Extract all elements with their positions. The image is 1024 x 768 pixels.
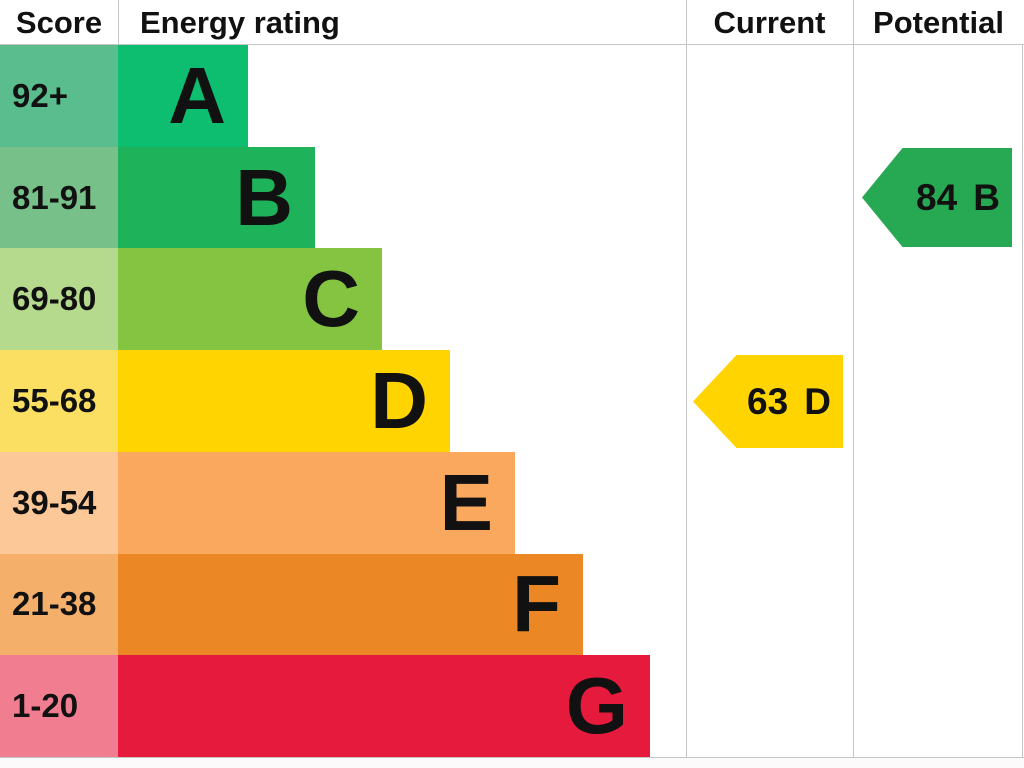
score-range-label: 69-80: [12, 280, 97, 318]
divider-right-edge: [1022, 45, 1023, 757]
band-letter: D: [370, 356, 428, 446]
band-letter: E: [439, 457, 493, 547]
score-range-label: 81-91: [12, 178, 97, 216]
potential-rating-text: 84 B: [904, 148, 1012, 247]
band-letter: G: [565, 661, 628, 751]
band-row-f: 21-38 F: [0, 553, 1024, 656]
band-rows: 92+ A 81-91 B 69-80 C 55-68 D 39-54 E 21…: [0, 45, 1024, 758]
band-row-b: 81-91 B: [0, 146, 1024, 249]
band-row-g: 1-20 G: [0, 655, 1024, 758]
divider-score-rating: [118, 0, 119, 45]
score-range-label: 1-20: [12, 687, 79, 725]
current-rating-value: 63: [747, 381, 789, 422]
band-letter: C: [302, 254, 360, 344]
score-range-label: 21-38: [12, 585, 97, 623]
score-range-g: 1-20: [0, 655, 118, 758]
divider-current-potential: [853, 0, 854, 757]
current-rating-band: D: [804, 381, 831, 422]
chart-bottom-border: [0, 757, 1024, 768]
divider-rating-current: [686, 0, 687, 757]
score-range-d: 55-68: [0, 350, 118, 452]
score-range-f: 21-38: [0, 553, 118, 656]
chart-header: Score Energy rating Current Potential: [0, 0, 1024, 45]
score-range-label: 92+: [12, 76, 68, 114]
band-bar-c: C: [118, 248, 382, 351]
band-bar-a: A: [118, 45, 248, 147]
current-rating-text: 63 D: [735, 355, 843, 448]
band-bar-d: D: [118, 350, 450, 452]
score-range-label: 39-54: [12, 483, 97, 521]
band-bar-e: E: [118, 451, 515, 554]
potential-rating-band: B: [973, 177, 1000, 218]
band-row-d: 55-68 D: [0, 350, 1024, 452]
score-range-a: 92+: [0, 45, 118, 147]
score-range-c: 69-80: [0, 248, 118, 351]
potential-column-header: Potential: [873, 4, 1004, 40]
band-letter: B: [235, 152, 293, 242]
band-row-e: 39-54 E: [0, 451, 1024, 554]
band-bar-g: G: [118, 655, 650, 758]
score-column-header: Score: [15, 4, 103, 40]
band-letter: A: [168, 50, 226, 140]
score-range-label: 55-68: [12, 382, 97, 420]
energy-rating-column-header: Energy rating: [140, 4, 340, 40]
band-letter: F: [512, 559, 561, 649]
current-column-header: Current: [713, 4, 826, 40]
band-bar-f: F: [118, 553, 583, 656]
score-range-b: 81-91: [0, 146, 118, 249]
band-bar-b: B: [118, 146, 315, 249]
potential-rating-value: 84: [916, 177, 958, 218]
band-row-a: 92+ A: [0, 45, 1024, 147]
band-row-c: 69-80 C: [0, 248, 1024, 351]
score-range-e: 39-54: [0, 451, 118, 554]
